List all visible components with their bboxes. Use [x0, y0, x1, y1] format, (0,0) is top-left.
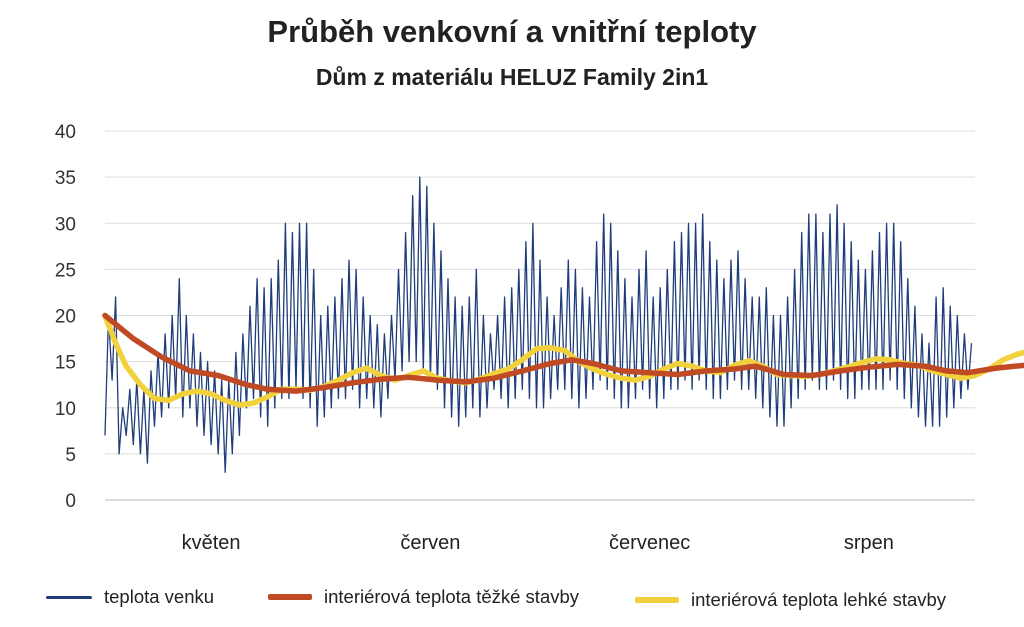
series-line-outdoor — [104, 176, 973, 473]
y-tick-label-30: 30 — [55, 214, 76, 235]
y-tick-label-5: 5 — [65, 445, 76, 466]
legend-item-light: interiérová teplota lehké stavby — [635, 589, 946, 611]
chart-subtitle: Dům z materiálu HELUZ Family 2in1 — [315, 64, 709, 90]
temperature-chart: 0 5 10 15 20 25 30 35 40 květen červen červenec srpe… — [55, 122, 1024, 554]
y-tick-label-15: 15 — [55, 353, 76, 374]
legend-label-light: interiérová teplota lehké stavby — [691, 589, 947, 610]
y-tick-label-25: 25 — [55, 260, 76, 281]
chart-legend: teplota venku interiérová teplota těžké … — [0, 584, 1024, 624]
y-tick-label-35: 35 — [55, 168, 76, 189]
legend-swatch-light — [635, 597, 679, 603]
legend-swatch-heavy — [268, 594, 312, 600]
series-line-light — [102, 312, 1024, 408]
y-tick-label-0: 0 — [65, 491, 76, 512]
legend-label-heavy: interiérová teplota těžké stavby — [324, 586, 580, 607]
series-line-heavy — [102, 312, 1024, 394]
legend-item-heavy: interiérová teplota těžké stavby — [268, 586, 579, 608]
y-tick-label-20: 20 — [55, 307, 76, 328]
x-month-label-1: červen — [400, 532, 460, 554]
x-month-label-0: květen — [182, 532, 241, 554]
x-month-label-2: červenec — [609, 532, 690, 554]
y-tick-label-40: 40 — [55, 122, 76, 143]
x-month-label-3: srpen — [844, 532, 894, 554]
legend-swatch-outdoor — [46, 595, 92, 599]
chart-title: Průběh venkovní a vnitřní teploty — [267, 14, 757, 49]
legend-label-outdoor: teplota venku — [104, 586, 215, 607]
y-tick-label-10: 10 — [55, 399, 76, 420]
legend-item-outdoor: teplota venku — [46, 586, 214, 608]
